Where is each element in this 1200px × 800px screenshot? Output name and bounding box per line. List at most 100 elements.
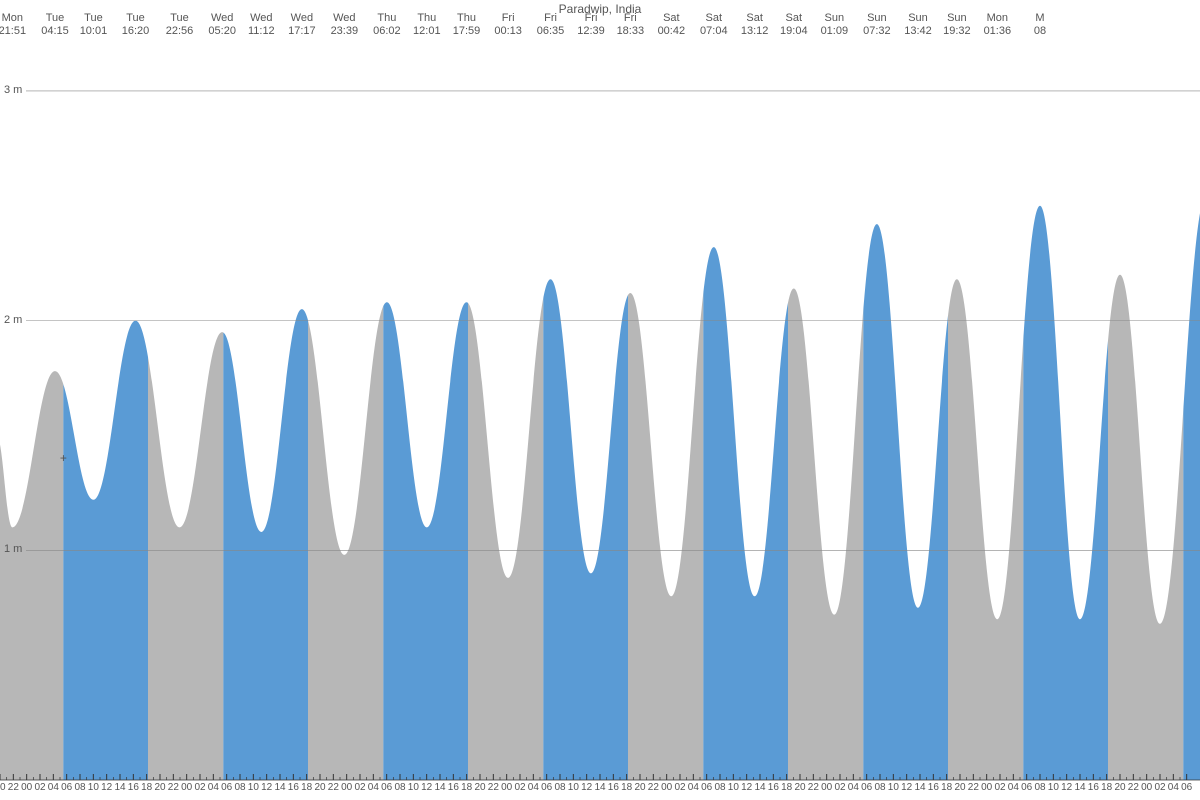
x-axis-hour-label: 22 [488,782,499,793]
x-axis-hour-label: 02 [674,782,685,793]
x-axis-hour-label: 22 [168,782,179,793]
x-axis-hour-label: 04 [48,782,59,793]
x-axis-hour-label: 16 [768,782,779,793]
x-axis-hour-label: 12 [901,782,912,793]
x-axis-hour-label: 22 [808,782,819,793]
tide-extreme-label: Fri00:13 [486,12,530,38]
tide-extreme-label: Sun19:32 [935,12,979,38]
x-axis-hour-label: 18 [301,782,312,793]
y-axis-label: 2 m [4,314,22,326]
x-axis-hour-label: 12 [101,782,112,793]
x-axis-hour-label: 14 [114,782,125,793]
x-axis-hour-label: 20 [314,782,325,793]
x-axis-hour-label: 02 [194,782,205,793]
tide-chart-svg [0,0,1200,800]
x-axis-hour-label: 02 [994,782,1005,793]
tide-extreme-label: Tue10:01 [71,12,115,38]
tide-extreme-label: Sun13:42 [896,12,940,38]
tide-extreme-label: Sun01:09 [812,12,856,38]
tide-chart-container: { "title": "Paradwip, India", "chart": {… [0,0,1200,800]
x-axis-hour-label: 18 [141,782,152,793]
x-axis-hour-label: 20 [1114,782,1125,793]
tide-extreme-label: Fri18:33 [608,12,652,38]
x-axis-hour-label: 18 [1101,782,1112,793]
x-axis-hour-label: 04 [688,782,699,793]
x-axis-hour-label: 12 [1061,782,1072,793]
tide-extreme-label: Wed23:39 [322,12,366,38]
x-axis-hour-label: 20 [0,782,6,793]
x-axis-hour-label: 12 [741,782,752,793]
x-axis-hour-label: 16 [1088,782,1099,793]
tide-extreme-label: Wed05:20 [200,12,244,38]
x-axis-hour-label: 14 [1074,782,1085,793]
tide-extreme-label: Fri12:39 [569,12,613,38]
x-axis-hour-label: 04 [1168,782,1179,793]
x-axis-hour-label: 18 [621,782,632,793]
x-axis-hour-label: 06 [1021,782,1032,793]
tide-extreme-label: Thu17:59 [445,12,489,38]
tide-extreme-label: Tue16:20 [114,12,158,38]
x-axis-hour-label: 00 [1141,782,1152,793]
tide-extreme-label: Sat00:42 [649,12,693,38]
x-axis-hour-label: 00 [341,782,352,793]
x-axis-hour-label: 14 [914,782,925,793]
x-axis-hour-label: 04 [368,782,379,793]
x-axis-hour-label: 10 [408,782,419,793]
tide-extreme-label: Sun07:32 [855,12,899,38]
x-axis-hour-label: 06 [221,782,232,793]
x-axis-hour-label: 08 [394,782,405,793]
x-axis-hour-label: 02 [34,782,45,793]
x-axis-hour-label: 02 [834,782,845,793]
x-axis-hour-label: 10 [88,782,99,793]
y-axis-label: 3 m [4,84,22,96]
tide-extreme-label: Mon21:51 [0,12,34,38]
x-axis-hour-label: 14 [754,782,765,793]
x-axis-hour-label: 20 [794,782,805,793]
y-axis-label: 1 m [4,543,22,555]
x-axis-hour-label: 02 [1154,782,1165,793]
x-axis-hour-label: 04 [1008,782,1019,793]
x-axis-hour-label: 10 [888,782,899,793]
tide-extreme-label: Fri06:35 [529,12,573,38]
tide-extreme-label: Sat19:04 [772,12,816,38]
x-axis-hour-label: 00 [21,782,32,793]
x-axis-hour-label: 08 [874,782,885,793]
x-axis-hour-label: 16 [448,782,459,793]
x-axis-hour-label: 18 [781,782,792,793]
x-axis-hour-label: 08 [74,782,85,793]
x-axis-hour-label: 16 [128,782,139,793]
x-axis-hour-label: 00 [821,782,832,793]
tide-extreme-label: Mon01:36 [975,12,1019,38]
x-axis-hour-label: 20 [634,782,645,793]
x-axis-hour-label: 22 [8,782,19,793]
tide-extreme-label: Tue04:15 [33,12,77,38]
x-axis-hour-label: 16 [928,782,939,793]
x-axis-hour-label: 00 [181,782,192,793]
x-axis-hour-label: 04 [848,782,859,793]
tide-extreme-label: M08 [1018,12,1062,38]
x-axis-hour-label: 08 [714,782,725,793]
x-axis-hour-label: 22 [968,782,979,793]
x-axis-hour-label: 16 [608,782,619,793]
tide-extreme-label: Sat13:12 [733,12,777,38]
x-axis-hour-label: 08 [554,782,565,793]
x-axis-hour-label: 20 [154,782,165,793]
x-axis-hour-label: 20 [954,782,965,793]
top-time-labels: Mon21:51Tue04:15Tue10:01Tue16:20Tue22:56… [0,12,1200,42]
x-axis-hour-label: 08 [1034,782,1045,793]
tide-extreme-label: Thu12:01 [405,12,449,38]
x-axis-hour-label: 12 [581,782,592,793]
x-axis-hour-label: 00 [661,782,672,793]
x-axis-hour-label: 00 [981,782,992,793]
x-axis-hour-label: 12 [421,782,432,793]
x-axis-hour-label: 06 [1181,782,1192,793]
x-axis-hour-label: 06 [861,782,872,793]
tide-extreme-label: Sat07:04 [692,12,736,38]
x-axis-hour-label: 10 [568,782,579,793]
x-axis-hour-label: 20 [474,782,485,793]
x-axis-hour-label: 04 [528,782,539,793]
x-axis-hour-label: 18 [941,782,952,793]
current-time-marker: + [60,451,67,465]
x-axis-hour-label: 06 [701,782,712,793]
x-axis-hour-label: 10 [728,782,739,793]
